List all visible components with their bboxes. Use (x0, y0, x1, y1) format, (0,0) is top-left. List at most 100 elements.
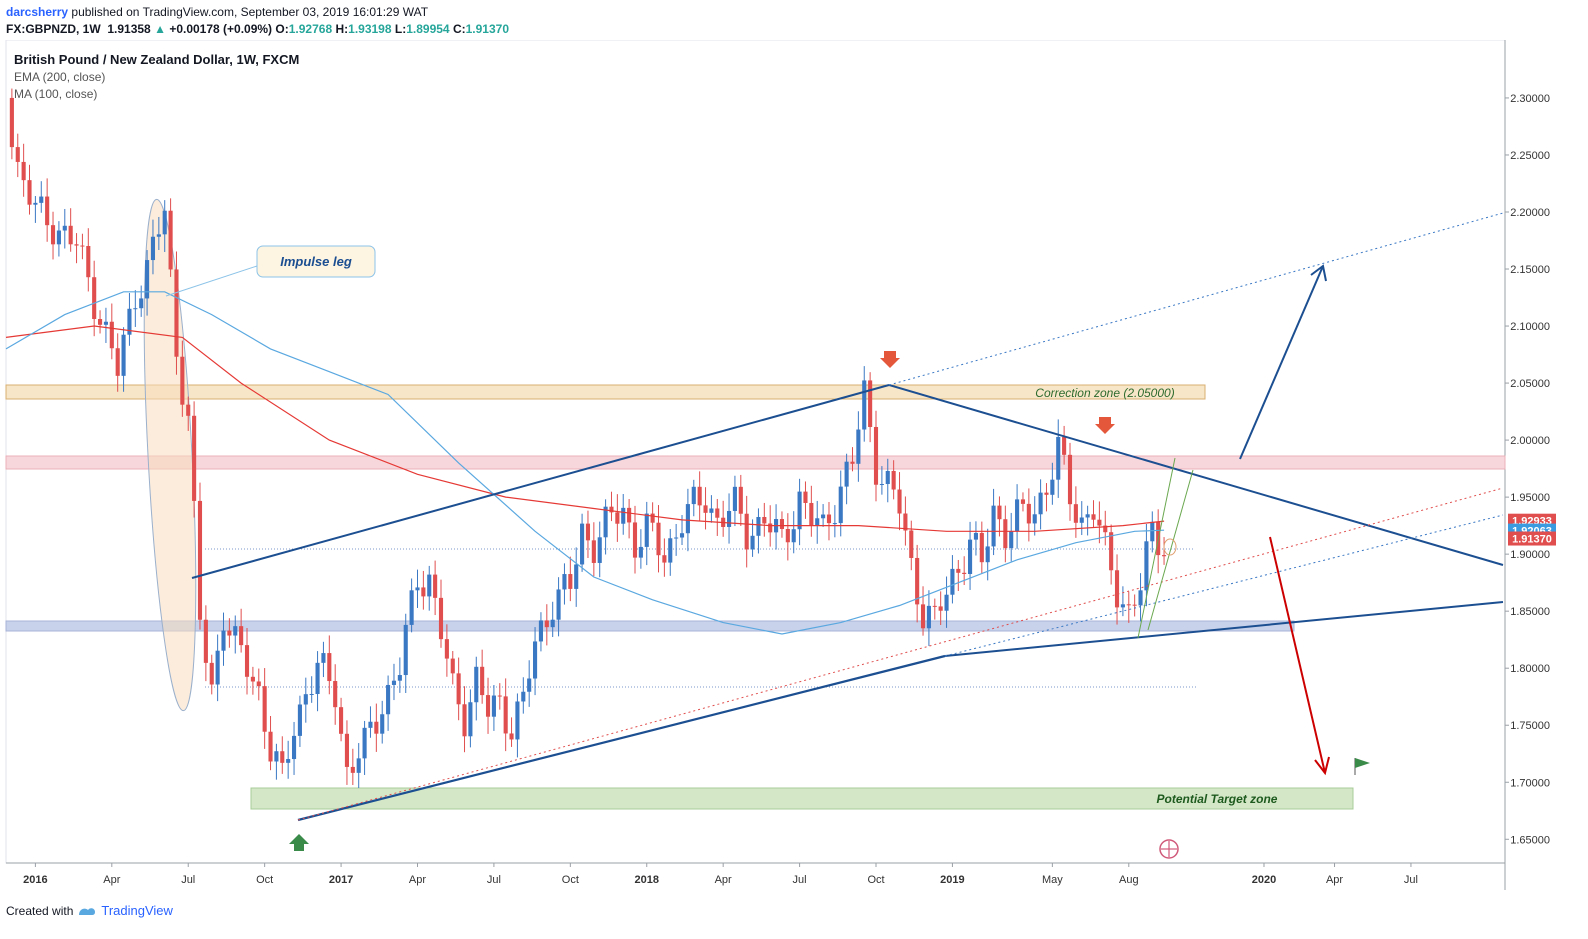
candle-body (973, 532, 978, 540)
x-tick-label: Jul (1404, 874, 1418, 886)
candle-body (685, 504, 690, 534)
candle-body (480, 666, 485, 696)
time-axis[interactable]: 2016 Apr Jul Oct 2017 Apr Jul Oct 2018 Apr Jul Oct 2… (23, 863, 1418, 886)
channel-blue-dotted[interactable] (944, 514, 1504, 657)
y-tick-label: 1.75000 (1510, 720, 1550, 732)
candle-body (109, 321, 114, 349)
candle-body (844, 461, 849, 487)
candle-body (168, 210, 173, 270)
candle-body (1003, 519, 1008, 549)
candle-body (703, 505, 708, 513)
candle-body (56, 230, 61, 245)
candle-body (268, 731, 273, 762)
candle-body (568, 574, 573, 589)
trendline-lower[interactable] (297, 654, 946, 822)
symbol-info-bar: FX:GBPNZD, 1W 1.91358 ▲ +0.00178 (+0.09%… (6, 22, 509, 36)
candle-body (938, 606, 943, 611)
author-link[interactable]: darcsherry (6, 5, 69, 19)
candle-body (527, 678, 532, 692)
candle-body (80, 245, 85, 247)
candle-body (286, 759, 291, 763)
chart-area[interactable]: Impulse leg Correction zone (2.05000) Po… (0, 39, 1588, 895)
candle-body (768, 523, 773, 533)
correction-zone[interactable] (5, 384, 1206, 400)
ema-200-line[interactable] (5, 325, 1165, 532)
x-tick-label: May (1042, 874, 1063, 886)
candle-body (821, 514, 826, 519)
tradingview-brand-link[interactable]: TradingView (101, 903, 173, 918)
candle-body (491, 695, 496, 717)
candle-body (438, 597, 444, 640)
candle-body (115, 348, 120, 376)
candle-body (1050, 479, 1055, 495)
candle-body (591, 540, 596, 563)
trendline-descending[interactable] (888, 384, 1504, 566)
candle-body (668, 538, 673, 563)
candle-body (33, 202, 38, 205)
candle-body (732, 486, 737, 511)
candle-body (920, 604, 926, 629)
wedge-line-2[interactable] (1147, 469, 1194, 631)
trendline-upper-left[interactable] (191, 384, 890, 579)
wedge-line-1[interactable] (1137, 457, 1176, 639)
x-tick-label: Aug (1119, 874, 1139, 886)
candle-body (926, 605, 931, 629)
candle-body (50, 225, 56, 245)
candle-body (145, 260, 150, 299)
extension-blue-dotted[interactable] (888, 212, 1504, 386)
candle-body (697, 486, 702, 506)
candle-body (809, 502, 814, 526)
candle-body (474, 666, 479, 703)
candle-body (838, 486, 843, 524)
candle-body (574, 564, 579, 589)
candle-body (62, 225, 67, 231)
candle-body (9, 97, 14, 148)
breakout-arrow-up-head (1310, 264, 1327, 282)
candle-body (615, 512, 620, 524)
candle-body (203, 619, 208, 663)
close-value: 1.91370 (465, 22, 510, 36)
candle-body (209, 662, 214, 685)
open-label: O: (275, 22, 289, 36)
candle-body (97, 319, 103, 325)
open-value: 1.92768 (288, 22, 333, 36)
candle-body (903, 513, 908, 531)
candle-body (997, 505, 1002, 520)
candle-body (256, 681, 261, 687)
publish-info: darcsherry published on TradingView.com,… (6, 5, 428, 19)
candle-body (1056, 436, 1061, 480)
candle-body (932, 605, 937, 607)
y-tick-label: 1.95000 (1510, 492, 1550, 504)
channel-red-dotted[interactable] (297, 487, 1504, 821)
candle-body (609, 506, 614, 513)
resistance-zone[interactable] (5, 455, 1506, 470)
impulse-leg-callout[interactable] (256, 245, 376, 278)
candle-body (309, 694, 314, 696)
candle-body (879, 484, 884, 486)
price-change: +0.00178 (+0.09%) (169, 22, 273, 36)
candle-body (497, 695, 502, 697)
candle-body (638, 546, 643, 558)
candle-body (762, 516, 767, 524)
support-zone[interactable] (5, 620, 1295, 632)
x-tick-label: Jul (793, 874, 807, 886)
candle-body (433, 574, 438, 598)
breakdown-arrow-down[interactable] (1269, 536, 1326, 774)
candle-body (444, 639, 449, 659)
ma-100-line[interactable] (5, 291, 1165, 635)
candle-body (15, 147, 20, 162)
impulse-leg-ellipse[interactable] (135, 198, 206, 712)
trendline-lower-right[interactable] (944, 601, 1504, 657)
candle-body (1032, 514, 1037, 524)
candle-body (744, 513, 749, 550)
target-zone[interactable] (250, 787, 1354, 810)
price-label-bg (1508, 531, 1556, 546)
candle-body (868, 380, 873, 427)
price-axis[interactable]: 2.30000 2.25000 2.20000 2.15000 2.10000 2.050… (1505, 93, 1550, 846)
breakout-arrow-up[interactable] (1239, 265, 1324, 460)
candle-body (803, 491, 808, 503)
legend-title: British Pound / New Zealand Dollar, 1W, … (14, 52, 299, 67)
candle-body (45, 196, 50, 226)
candle-body (738, 486, 743, 514)
price-chart[interactable]: Impulse leg Correction zone (2.05000) Po… (0, 39, 1588, 890)
